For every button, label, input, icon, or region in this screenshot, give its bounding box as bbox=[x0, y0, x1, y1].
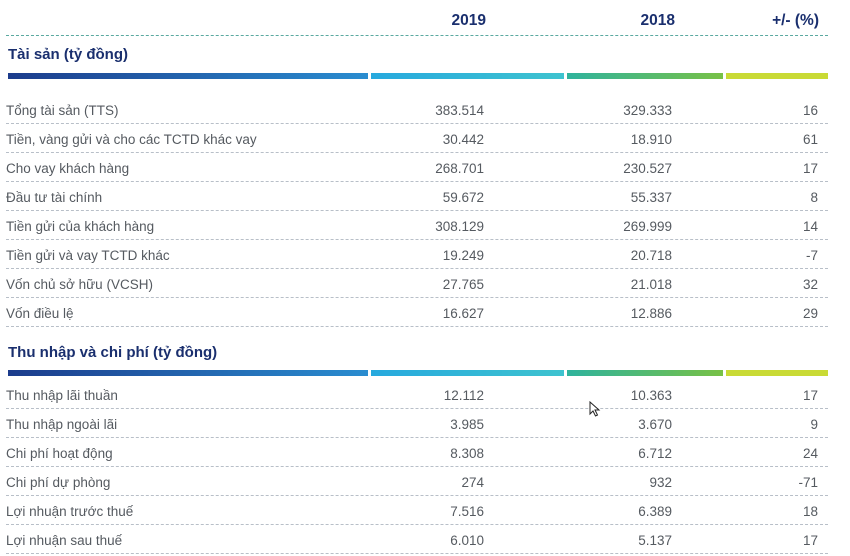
value-2018: 932 bbox=[649, 475, 672, 490]
header-divider bbox=[6, 35, 828, 36]
value-2019: 59.672 bbox=[442, 190, 484, 205]
assets-color-bar bbox=[8, 73, 828, 79]
row-label: Lợi nhuận sau thuế bbox=[6, 533, 123, 548]
income-section-title: Thu nhập và chi phí (tỷ đồng) bbox=[8, 344, 218, 361]
value-2018: 20.718 bbox=[630, 248, 672, 263]
value-2018: 269.999 bbox=[623, 219, 672, 234]
value-change: 16 bbox=[802, 103, 818, 118]
table-row: Lợi nhuận sau thuế 6.010 5.137 17 bbox=[6, 526, 828, 554]
value-change: -71 bbox=[798, 475, 818, 490]
table-row: Thu nhập lãi thuần 12.112 10.363 17 bbox=[6, 381, 828, 409]
row-label: Thu nhập lãi thuần bbox=[6, 388, 118, 403]
row-label: Đầu tư tài chính bbox=[6, 190, 103, 205]
value-2018: 12.886 bbox=[630, 306, 672, 321]
row-label: Tiền gửi và vay TCTD khác bbox=[6, 248, 170, 263]
row-label: Vốn chủ sở hữu (VCSH) bbox=[6, 277, 153, 292]
row-label: Chi phí hoạt động bbox=[6, 446, 113, 461]
value-2019: 3.985 bbox=[450, 417, 484, 432]
table-row: Vốn chủ sở hữu (VCSH) 27.765 21.018 32 bbox=[6, 270, 828, 298]
row-label: Lợi nhuận trước thuế bbox=[6, 504, 134, 519]
value-2018: 6.389 bbox=[638, 504, 672, 519]
table-row: Chi phí hoạt động 8.308 6.712 24 bbox=[6, 439, 828, 467]
value-2019: 383.514 bbox=[435, 103, 484, 118]
value-2019: 19.249 bbox=[442, 248, 484, 263]
table-row: Tổng tài sản (TTS) 383.514 329.333 16 bbox=[6, 96, 828, 124]
value-2018: 5.137 bbox=[638, 533, 672, 548]
value-change: 8 bbox=[810, 190, 818, 205]
column-header-change: +/- (%) bbox=[772, 12, 819, 29]
table-row: Vốn điều lệ 16.627 12.886 29 bbox=[6, 299, 828, 327]
table-row: Thu nhập ngoài lãi 3.985 3.670 9 bbox=[6, 410, 828, 438]
value-change: 17 bbox=[802, 161, 818, 176]
row-label: Tổng tài sản (TTS) bbox=[6, 103, 119, 118]
row-label: Tiền, vàng gửi và cho các TCTD khác vay bbox=[6, 132, 257, 147]
value-2018: 3.670 bbox=[638, 417, 672, 432]
value-2018: 55.337 bbox=[630, 190, 672, 205]
value-2019: 12.112 bbox=[443, 388, 484, 403]
value-change: 18 bbox=[802, 504, 818, 519]
table-row: Cho vay khách hàng 268.701 230.527 17 bbox=[6, 154, 828, 182]
value-2019: 8.308 bbox=[450, 446, 484, 461]
row-label: Thu nhập ngoài lãi bbox=[6, 417, 118, 432]
row-label: Cho vay khách hàng bbox=[6, 161, 130, 176]
value-2019: 16.627 bbox=[442, 306, 484, 321]
row-label: Tiền gửi của khách hàng bbox=[6, 219, 155, 234]
assets-section-title: Tài sản (tỷ đồng) bbox=[8, 46, 128, 63]
value-2018: 329.333 bbox=[623, 103, 672, 118]
value-change: 9 bbox=[810, 417, 818, 432]
value-2019: 7.516 bbox=[450, 504, 484, 519]
value-2018: 230.527 bbox=[623, 161, 672, 176]
value-change: 14 bbox=[802, 219, 818, 234]
value-change: 29 bbox=[802, 306, 818, 321]
table-row: Tiền, vàng gửi và cho các TCTD khác vay 3… bbox=[6, 125, 828, 153]
value-2018: 21.018 bbox=[630, 277, 672, 292]
income-color-bar bbox=[8, 370, 828, 376]
row-label: Chi phí dự phòng bbox=[6, 475, 111, 490]
column-header-2019: 2019 bbox=[451, 12, 486, 29]
column-header-2018: 2018 bbox=[640, 12, 675, 29]
row-label: Vốn điều lệ bbox=[6, 306, 74, 321]
value-2019: 308.129 bbox=[435, 219, 484, 234]
value-change: 32 bbox=[802, 277, 818, 292]
value-change: 17 bbox=[802, 388, 818, 403]
table-row: Chi phí dự phòng 274 932 -71 bbox=[6, 468, 828, 496]
value-2018: 10.363 bbox=[630, 388, 672, 403]
value-change: 17 bbox=[802, 533, 818, 548]
table-row: Lợi nhuận trước thuế 7.516 6.389 18 bbox=[6, 497, 828, 525]
value-2019: 27.765 bbox=[442, 277, 484, 292]
value-2018: 18.910 bbox=[630, 132, 672, 147]
table-row: Tiền gửi và vay TCTD khác 19.249 20.718 -7 bbox=[6, 241, 828, 269]
value-2019: 274 bbox=[461, 475, 484, 490]
value-2019: 268.701 bbox=[435, 161, 484, 176]
value-2018: 6.712 bbox=[638, 446, 672, 461]
value-change: 24 bbox=[802, 446, 818, 461]
table-row: Đầu tư tài chính 59.672 55.337 8 bbox=[6, 183, 828, 211]
value-change: 61 bbox=[802, 132, 818, 147]
mouse-pointer-icon bbox=[589, 401, 601, 417]
value-2019: 6.010 bbox=[450, 533, 484, 548]
value-2019: 30.442 bbox=[442, 132, 484, 147]
table-row: Tiền gửi của khách hàng 308.129 269.999 14 bbox=[6, 212, 828, 240]
table-header: 2019 2018 +/- (%) bbox=[0, 10, 850, 34]
value-change: -7 bbox=[805, 248, 818, 263]
